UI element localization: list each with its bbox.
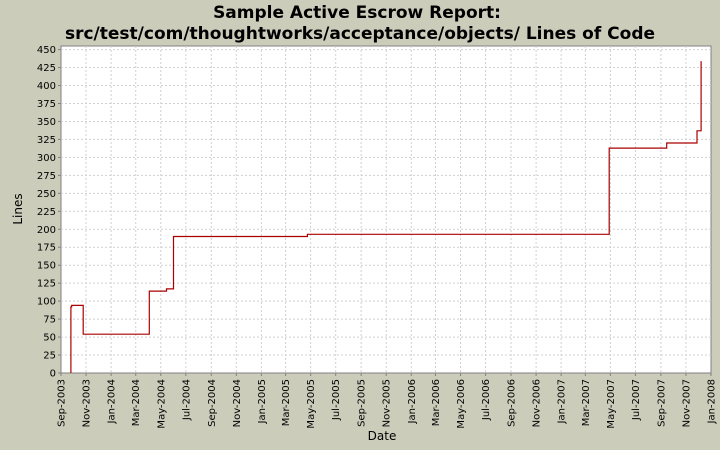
y-tick-label: 125 <box>37 279 56 290</box>
x-tick-label: Jan-2005 <box>257 379 268 424</box>
series-line <box>70 61 702 373</box>
x-tick-label: Jul-2007 <box>631 379 642 421</box>
x-tick-label: Mar-2004 <box>131 379 142 426</box>
x-tick-label: May-2005 <box>306 379 317 429</box>
y-tick-label: 0 <box>50 369 56 380</box>
y-tick-label: 325 <box>37 135 56 146</box>
series-layer <box>70 61 702 373</box>
x-tick-label: Nov-2006 <box>532 379 543 427</box>
y-tick-label: 350 <box>37 117 56 128</box>
axes: 0 25 50 75 100 125 150 175 200 225 250 275 300 325 350… <box>37 45 718 428</box>
y-tick-label: 250 <box>37 189 56 200</box>
x-tick-label: Jan-2008 <box>707 379 718 424</box>
chart-subtitle: src/test/com/thoughtworks/acceptance/obj… <box>65 24 655 44</box>
x-tick-label: Mar-2005 <box>281 379 292 426</box>
grid <box>61 46 711 373</box>
x-axis-label: Date <box>368 429 397 443</box>
x-tick-label: May-2007 <box>606 379 617 429</box>
x-tick-label: Mar-2006 <box>431 379 442 426</box>
x-tick-label: May-2004 <box>156 379 167 429</box>
x-tick-label: Sep-2007 <box>656 379 667 427</box>
y-tick-label: 450 <box>37 45 56 56</box>
y-tick-label: 100 <box>37 297 56 308</box>
x-tick-label: Nov-2005 <box>382 379 393 427</box>
x-tick-label: Sep-2004 <box>207 379 218 427</box>
y-tick-label: 50 <box>43 333 56 344</box>
y-tick-label: 225 <box>37 207 56 218</box>
x-tick-label: Nov-2007 <box>681 379 692 427</box>
y-tick-label: 175 <box>37 243 56 254</box>
x-tick-label: May-2006 <box>456 379 467 429</box>
y-axis-label: Lines <box>11 193 25 224</box>
x-tick-label: Jan-2006 <box>407 379 418 424</box>
x-tick-label: Nov-2003 <box>82 379 93 427</box>
x-tick-label: Jul-2004 <box>181 379 192 421</box>
y-tick-label: 425 <box>37 63 56 74</box>
y-tick-label: 375 <box>37 99 56 110</box>
y-tick-label: 400 <box>37 81 56 92</box>
y-tick-label: 150 <box>37 261 56 272</box>
x-tick-label: Sep-2006 <box>507 379 518 427</box>
y-tick-label: 25 <box>43 351 56 362</box>
x-tick-label: Nov-2004 <box>232 379 243 427</box>
y-tick-label: 300 <box>37 153 56 164</box>
y-tick-label: 275 <box>37 171 56 182</box>
x-tick-label: Sep-2005 <box>357 379 368 427</box>
y-tick-label: 75 <box>43 315 56 326</box>
x-tick-label: Jul-2006 <box>481 379 492 421</box>
x-tick-label: Sep-2003 <box>57 379 68 427</box>
x-tick-label: Mar-2007 <box>581 379 592 426</box>
y-tick-label: 200 <box>37 225 56 236</box>
x-tick-label: Jan-2007 <box>557 379 568 424</box>
chart-title: Sample Active Escrow Report: <box>213 3 501 23</box>
x-tick-label: Jul-2005 <box>331 379 342 421</box>
x-tick-label: Jan-2004 <box>107 379 118 424</box>
